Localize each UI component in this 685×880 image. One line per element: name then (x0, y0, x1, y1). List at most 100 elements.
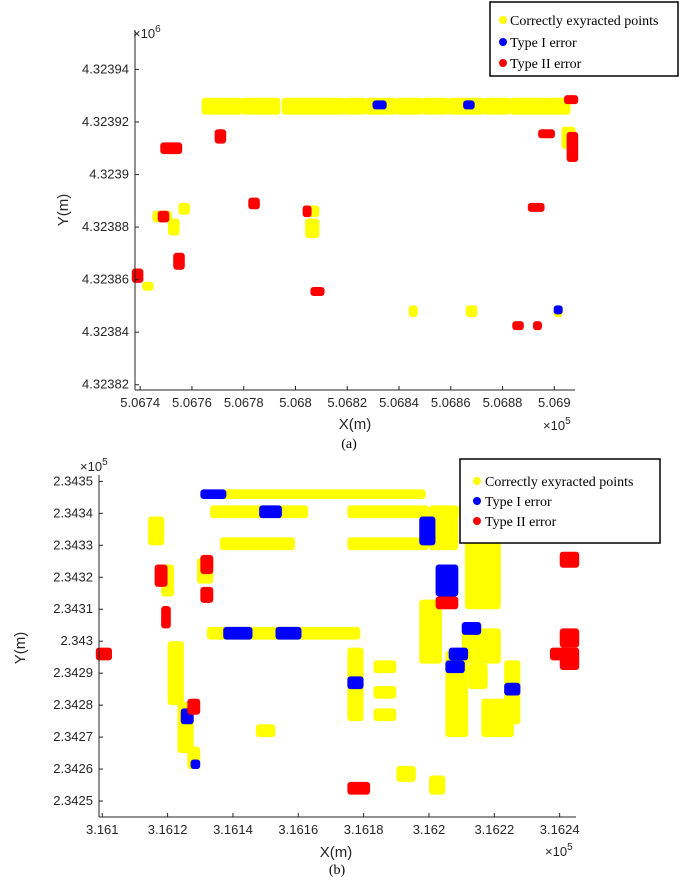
chart-b-point-cluster-type2 (187, 698, 201, 715)
chart-a-point-cluster-correct (421, 97, 449, 115)
chart-b-x-tick-label: 3.1612 (148, 822, 188, 837)
chart-a-x-tick-label: 5.068 (279, 395, 312, 410)
chart-b-y-tick-label: 2.3427 (53, 729, 93, 744)
chart-b-points (95, 489, 580, 795)
chart-b-legend: Correctly exyracted points Type I error … (459, 458, 661, 544)
chart-b-point-cluster-correct (148, 516, 165, 546)
chart-a-point-cluster-correct (142, 281, 154, 291)
chart-b-x-tick-label: 3.1616 (278, 822, 318, 837)
chart-a-x-label: X(m) (339, 416, 372, 433)
chart-b-point-cluster-correct (429, 505, 459, 551)
chart-a-point-cluster-type2 (131, 268, 144, 283)
chart-a-x-tick-label: 5.069 (538, 395, 571, 410)
chart-a-y-tick-label: 4.32388 (82, 219, 129, 234)
chart-a-y-label: Y(m) (55, 194, 72, 227)
chart-b-x-tick-label: 3.1614 (213, 822, 253, 837)
chart-b-x-tick-label: 3.1618 (344, 822, 384, 837)
chart-b-point-cluster-type1 (445, 660, 465, 674)
chart-a-x-tick-label: 5.0684 (379, 395, 419, 410)
chart-a-y-tick-label: 4.32392 (82, 114, 129, 129)
chart-a-x-tick-label: 5.0676 (172, 395, 212, 410)
chart-b-point-cluster-correct (464, 538, 501, 610)
chart-a-point-cluster-correct (483, 97, 511, 115)
chart-a-x-tick-label: 5.0678 (224, 395, 264, 410)
chart-b-point-cluster-correct (373, 708, 397, 722)
chart-b-point-cluster-correct (419, 599, 442, 664)
chart-b-y-tick-label: 2.3434 (53, 505, 93, 520)
chart-a-point-cluster-type2 (532, 321, 542, 331)
chart-b-point-cluster-type2 (200, 554, 214, 575)
chart-a-y-exponent: ×106 (133, 24, 161, 41)
chart-a-y-tick-label: 4.3239 (89, 167, 129, 182)
chart-a-point-cluster-type1 (463, 100, 475, 110)
chart-a-y-tick-label: 4.32382 (82, 377, 129, 392)
chart-b-y-tick-label: 2.3429 (53, 665, 93, 680)
chart-a-legend-marker-type1 (499, 38, 507, 46)
chart-b-legend-label-type2: Type II error (485, 515, 557, 530)
chart-a-point-cluster-type1 (372, 100, 387, 110)
chart-a-x-tick-label: 5.0688 (483, 395, 523, 410)
chart-b-legend-marker-correct (473, 477, 481, 485)
chart-a-y-tick-label: 4.32386 (82, 272, 129, 287)
chart-b-ticks: 3.161 3.1612 3.1614 3.1616 3.1618 3.162 3.1622… (53, 473, 579, 837)
chart-b-point-cluster-type1 (200, 489, 227, 499)
chart-b-point-cluster-correct (210, 505, 309, 519)
chart-b-point-cluster-type1 (259, 505, 282, 519)
chart-b-x-tick-label: 3.162 (413, 822, 446, 837)
chart-a-x-exponent: ×105 (543, 416, 571, 433)
chart-a-x-tick-label: 5.0674 (120, 395, 160, 410)
chart-a-point-cluster-correct (395, 97, 423, 115)
chart-b-y-tick-label: 2.3425 (53, 793, 93, 808)
chart-b-point-cluster-type2 (435, 596, 459, 610)
chart-a-legend-marker-type2 (499, 59, 507, 67)
chart-b-point-cluster-type1 (461, 622, 482, 635)
chart-b-point-cluster-type2 (347, 781, 371, 795)
chart-a-point-cluster-type2 (173, 252, 185, 270)
chart-a-point-cluster-type2 (302, 205, 312, 218)
chart-a-y-tick-label: 4.32384 (82, 324, 129, 339)
chart-b-point-cluster-type1 (223, 626, 253, 640)
chart-b: 3.161 3.1612 3.1614 3.1616 3.1618 3.162 3.1622… (12, 457, 661, 878)
chart-a-point-cluster-type1 (553, 305, 563, 315)
chart-a-point-cluster-type2 (527, 202, 545, 212)
chart-b-point-cluster-type1 (448, 647, 469, 661)
chart-a-point-cluster-type2 (157, 210, 170, 223)
chart-b-y-tick-label: 2.3431 (53, 601, 93, 616)
chart-b-caption: (b) (329, 863, 346, 878)
chart-b-legend-label-type1: Type I error (485, 495, 552, 510)
chart-a-point-cluster-correct (408, 305, 418, 317)
chart-a-point-cluster-type2 (248, 197, 260, 210)
chart-b-point-cluster-type2 (559, 647, 580, 670)
chart-a-x-tick-label: 5.0686 (431, 395, 471, 410)
chart-b-point-cluster-type1 (347, 676, 364, 690)
chart-a-legend-box (489, 1, 679, 77)
chart-a-point-cluster-correct (178, 202, 190, 215)
chart-b-y-tick-label: 2.3428 (53, 697, 93, 712)
chart-b-point-cluster-correct (167, 641, 184, 706)
chart-b-legend-marker-type2 (473, 517, 481, 525)
chart-a-legend-label-type2: Type II error (510, 57, 582, 72)
chart-b-point-cluster-correct (429, 775, 446, 795)
chart-a-point-cluster-correct (543, 97, 571, 115)
chart-b-x-tick-label: 3.1624 (540, 822, 580, 837)
chart-a-point-cluster-correct (281, 97, 346, 115)
chart-a-point-cluster-correct (168, 218, 180, 236)
chart-a-legend-label-type1: Type I error (510, 36, 577, 51)
chart-a-points (131, 95, 579, 331)
chart-b-y-tick-label: 2.3432 (53, 569, 93, 584)
chart-a-point-cluster-correct (240, 97, 281, 115)
chart-b-point-cluster-type2 (161, 606, 171, 629)
chart-b-point-cluster-type2 (95, 647, 113, 661)
chart-a-point-cluster-correct (344, 97, 366, 115)
chart-b-x-exponent: ×105 (545, 842, 573, 859)
chart-b-point-cluster-type2 (559, 551, 580, 568)
chart-b-point-cluster-type1 (190, 759, 201, 770)
chart-b-point-cluster-correct (373, 660, 397, 674)
chart-a-point-cluster-correct (305, 218, 320, 239)
chart-a-plot-area (135, 30, 575, 390)
chart-b-point-cluster-correct (255, 724, 276, 738)
chart-b-y-label: Y(m) (12, 632, 29, 665)
chart-b-point-cluster-type2 (200, 586, 214, 603)
chart-b-point-cluster-correct (210, 489, 426, 499)
